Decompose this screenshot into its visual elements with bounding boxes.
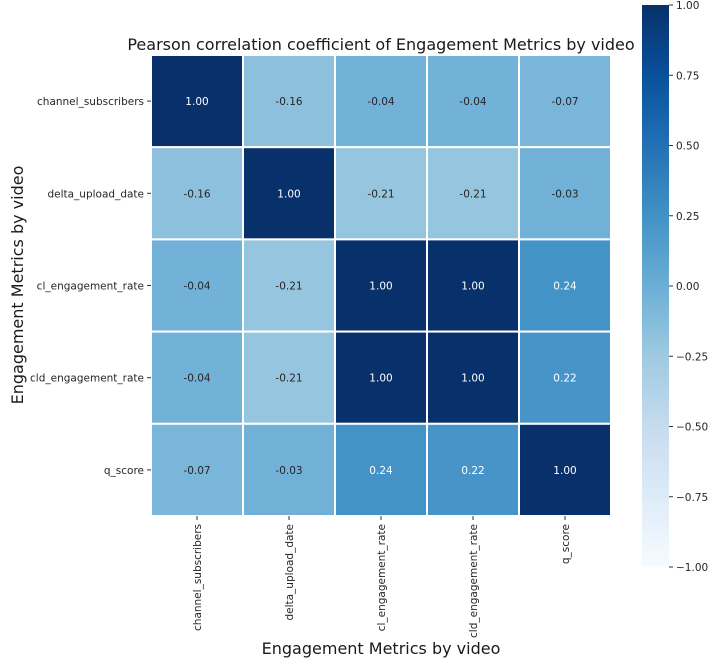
heatmap-cell bbox=[426, 330, 520, 425]
y-tick-label: cl_engagement_rate bbox=[37, 281, 144, 293]
cell-annotation: 1.00 bbox=[277, 188, 300, 200]
y-axis-ticks: channel_subscribers delta_upload_date cl_e… bbox=[30, 96, 151, 477]
cell-annotation: 1.00 bbox=[553, 465, 576, 477]
cell-annotation: -0.04 bbox=[367, 96, 394, 108]
cell-annotation: -0.21 bbox=[367, 188, 394, 200]
y-tick-label: q_score bbox=[104, 465, 144, 477]
colorbar-tick-label: 0.50 bbox=[676, 141, 699, 153]
cell-annotation: 1.00 bbox=[369, 281, 392, 293]
y-axis-label: Engagement Metrics by video bbox=[8, 166, 27, 405]
cell-annotation: -0.03 bbox=[551, 188, 578, 200]
chart-title: Pearson correlation coefficient of Engag… bbox=[127, 35, 634, 54]
heatmap-cell bbox=[150, 54, 244, 149]
heatmap-cell bbox=[334, 422, 428, 517]
colorbar-tick-label: 0.25 bbox=[676, 211, 699, 223]
x-tick-label: q_score bbox=[560, 524, 572, 564]
cell-annotation: -0.03 bbox=[275, 465, 302, 477]
cell-annotation: -0.16 bbox=[183, 188, 210, 200]
y-tick-label: cld_engagement_rate bbox=[30, 373, 144, 385]
cell-annotation: 0.22 bbox=[461, 465, 484, 477]
cell-annotation: -0.07 bbox=[183, 465, 210, 477]
heatmap-cell bbox=[334, 146, 428, 241]
colorbar-tick-label: 0.00 bbox=[676, 281, 699, 293]
y-tick-label: delta_upload_date bbox=[47, 188, 144, 200]
heatmap-cells bbox=[150, 54, 612, 517]
heatmap-cell bbox=[518, 146, 612, 241]
heatmap-cell bbox=[518, 330, 612, 425]
heatmap-cell bbox=[334, 54, 428, 149]
cell-annotation: 1.00 bbox=[185, 96, 208, 108]
colorbar-tick-label: 1.00 bbox=[676, 0, 699, 12]
heatmap-cell bbox=[242, 330, 336, 425]
cell-annotation: 1.00 bbox=[461, 373, 484, 385]
heatmap-cell bbox=[150, 422, 244, 517]
colorbar-tick-label: −0.25 bbox=[676, 351, 708, 363]
cell-annotation: -0.21 bbox=[275, 281, 302, 293]
cell-annotations: 1.00 -0.16 -0.04 -0.04 -0.07 -0.16 1.00 -0.21 -0… bbox=[183, 96, 578, 477]
colorbar-tick-label: −1.00 bbox=[676, 562, 708, 574]
cell-annotation: -0.07 bbox=[551, 96, 578, 108]
heatmap-cell bbox=[334, 330, 428, 425]
x-tick-label: delta_upload_date bbox=[284, 524, 296, 621]
cell-annotation: -0.04 bbox=[459, 96, 486, 108]
x-axis-label: Engagement Metrics by video bbox=[262, 639, 501, 658]
colorbar-ticks: 1.00 0.75 0.50 0.25 0.00 −0.25 −0.50 −0.75 −1.00 bbox=[669, 0, 708, 574]
cell-annotation: -0.16 bbox=[275, 96, 302, 108]
cell-annotation: -0.21 bbox=[275, 373, 302, 385]
cell-annotation: -0.21 bbox=[459, 188, 486, 200]
cell-annotation: 1.00 bbox=[369, 373, 392, 385]
x-axis-ticks: channel_subscribers delta_upload_date cl_e… bbox=[192, 516, 572, 638]
heatmap-cell bbox=[426, 238, 520, 333]
colorbar-tick-label: −0.50 bbox=[676, 422, 708, 434]
x-tick-label: channel_subscribers bbox=[192, 524, 204, 631]
cell-annotation: 0.24 bbox=[369, 465, 393, 477]
cell-annotation: 1.00 bbox=[461, 281, 484, 293]
x-tick-label: cl_engagement_rate bbox=[376, 524, 388, 631]
heatmap-cell bbox=[242, 54, 336, 149]
heatmap-cell bbox=[242, 422, 336, 517]
colorbar-tick-label: 0.75 bbox=[676, 70, 699, 82]
colorbar-tick-label: −0.75 bbox=[676, 492, 708, 504]
x-tick-label: cld_engagement_rate bbox=[468, 524, 480, 638]
cell-annotation: -0.04 bbox=[183, 281, 210, 293]
cell-annotation: 0.24 bbox=[553, 281, 577, 293]
cell-annotation: -0.04 bbox=[183, 373, 210, 385]
y-tick-label: channel_subscribers bbox=[37, 96, 144, 108]
cell-annotation: 0.22 bbox=[553, 373, 576, 385]
heatmap-cell bbox=[242, 238, 336, 333]
colorbar bbox=[642, 5, 669, 567]
